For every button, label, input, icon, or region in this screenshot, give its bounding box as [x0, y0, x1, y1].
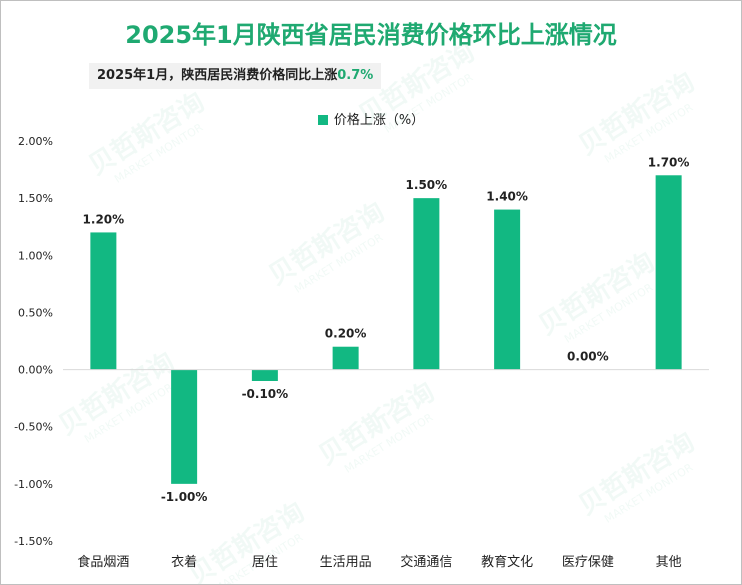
- y-tick-label: -1.50%: [14, 535, 53, 548]
- data-label: 1.50%: [406, 178, 448, 192]
- y-tick-label: 1.00%: [18, 249, 53, 262]
- data-label: -0.10%: [242, 387, 289, 401]
- data-label: 0.00%: [567, 350, 609, 364]
- data-label: 1.70%: [648, 155, 690, 169]
- y-tick-label: 0.00%: [18, 364, 53, 377]
- data-label: 0.20%: [325, 327, 367, 341]
- y-tick-label: 2.00%: [18, 135, 53, 148]
- y-tick-label: 0.50%: [18, 306, 53, 319]
- y-tick-label: -1.00%: [14, 478, 53, 491]
- x-axis: 食品烟酒 衣着 居住 生活用品 交通通信 教育文化 医疗保健 其他: [63, 369, 709, 570]
- x-tick-label: 衣着: [171, 554, 197, 570]
- y-tick-label: 1.50%: [18, 192, 53, 205]
- x-tick-label: 居住: [252, 555, 278, 570]
- x-tick-label: 食品烟酒: [77, 554, 129, 570]
- x-tick-label: 交通通信: [400, 554, 452, 570]
- bar: [413, 198, 440, 370]
- bars: [90, 175, 682, 484]
- legend-label: 价格上涨（%）: [333, 113, 425, 128]
- bar: [90, 232, 117, 370]
- subtitle-text: 2025年1月，陕西居民消费价格同比上涨: [97, 68, 338, 83]
- bar: [251, 369, 278, 381]
- bar: [332, 346, 359, 370]
- bar: [655, 175, 682, 370]
- y-axis: 2.00% 1.50% 1.00% 0.50% 0.00% -0.50% -1.00% -1.…: [14, 135, 53, 548]
- chart-title: 2025年1月陕西省居民消费价格环比上涨情况: [125, 21, 617, 49]
- x-tick-label: 教育文化: [481, 554, 533, 570]
- legend: 价格上涨（%）: [1, 109, 741, 128]
- x-tick-label: 其他: [656, 555, 682, 570]
- data-label: -1.00%: [161, 490, 208, 504]
- y-tick-label: -0.50%: [14, 421, 53, 434]
- subtitle-highlight: 0.7%: [337, 68, 374, 83]
- bar: [171, 369, 198, 484]
- legend-swatch: [317, 115, 328, 125]
- bar: [494, 209, 521, 370]
- data-label: 1.20%: [83, 212, 125, 226]
- data-labels: 1.20% -1.00% -0.10% 0.20% 1.50% 1.40% 0.00% 1.7…: [83, 155, 690, 504]
- data-label: 1.40%: [486, 190, 528, 204]
- x-tick-label: 生活用品: [320, 555, 372, 570]
- subtitle-box: 2025年1月，陕西居民消费价格同比上涨0.7%: [89, 63, 382, 89]
- x-tick-label: 医疗保健: [562, 555, 614, 570]
